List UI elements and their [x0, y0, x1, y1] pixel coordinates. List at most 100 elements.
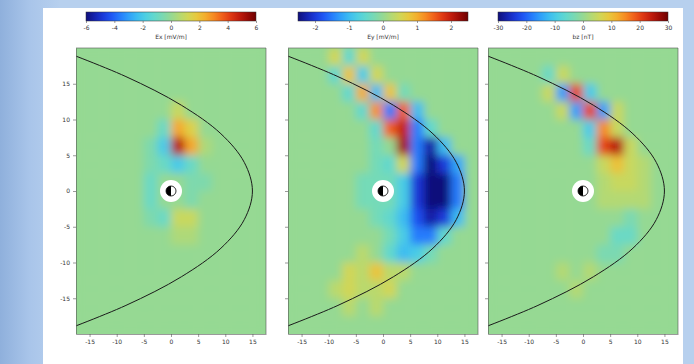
- heatmap-cell: [157, 120, 171, 138]
- tick: -20: [522, 21, 532, 31]
- heatmap-cell: [212, 120, 226, 138]
- tick-mark: [73, 298, 76, 299]
- tick-mark: [315, 21, 316, 23]
- heatmap-cell: [342, 84, 356, 102]
- tick-label: 5: [409, 338, 413, 345]
- heatmap-cell: [424, 84, 438, 102]
- heatmap-cell: [556, 120, 570, 138]
- heatmap-cell: [130, 102, 144, 120]
- heatmap-cell: [664, 245, 678, 263]
- tick: 5: [609, 334, 613, 345]
- heatmap-cell: [225, 155, 239, 173]
- heatmap-cell: [144, 66, 158, 84]
- frame: [478, 48, 479, 334]
- heatmap-cell: [369, 245, 383, 263]
- heatmap-cell: [342, 209, 356, 227]
- heatmap-cell: [90, 209, 104, 227]
- heatmap-cell: [288, 209, 302, 227]
- heatmap-cell: [342, 245, 356, 263]
- heatmap-cell: [117, 48, 131, 66]
- heatmap-cell: [583, 155, 597, 173]
- heatmap-cell: [583, 48, 597, 66]
- tick-mark: [73, 227, 76, 228]
- heatmap-cell: [252, 191, 266, 209]
- x-axis: -15-10-5051015: [77, 334, 267, 345]
- heatmap-cell: [329, 280, 343, 298]
- heatmap-cell: [185, 48, 199, 66]
- heatmap-cell: [637, 280, 651, 298]
- heatmap-cell: [515, 191, 529, 209]
- tick-label: -30: [494, 24, 504, 31]
- heatmap-cell: [185, 280, 199, 298]
- heatmap-cell: [90, 84, 104, 102]
- tick-label: 4: [226, 24, 230, 31]
- heatmap-cell: [383, 227, 397, 245]
- heatmap-cell: [117, 280, 131, 298]
- tick: [285, 155, 288, 156]
- tick-mark: [73, 84, 76, 85]
- heatmap-cell: [144, 227, 158, 245]
- heatmap-cell: [130, 120, 144, 138]
- heatmap-cell: [464, 84, 478, 102]
- heatmap-cell: [329, 84, 343, 102]
- tick-label: -5: [553, 338, 559, 345]
- axis-line: [76, 49, 77, 335]
- heatmap-cell: [103, 66, 117, 84]
- heatmap-cell: [464, 173, 478, 191]
- heatmap-cell: [424, 155, 438, 173]
- heatmap-cell: [225, 209, 239, 227]
- heatmap-cell: [117, 84, 131, 102]
- heatmap-cell: [185, 209, 199, 227]
- heatmap-cell: [342, 227, 356, 245]
- heatmap-cell: [212, 137, 226, 155]
- heatmap-cell: [597, 120, 611, 138]
- heatmap-cell: [624, 316, 638, 334]
- tick-label: -10: [324, 338, 334, 345]
- tick-label: -10: [524, 338, 534, 345]
- tick-mark: [485, 191, 488, 192]
- tick-mark: [526, 21, 527, 23]
- heatmap-cell: [556, 298, 570, 316]
- heatmap-cell: [198, 263, 212, 281]
- heatmap-cell: [252, 120, 266, 138]
- tick-label: 0: [382, 24, 386, 31]
- earth-icon: [372, 180, 394, 202]
- heatmap-cell: [437, 298, 451, 316]
- heatmap-cell: [424, 263, 438, 281]
- heatmap-cell: [556, 227, 570, 245]
- heatmap-cell: [225, 191, 239, 209]
- heatmap-cell: [90, 280, 104, 298]
- heatmap-cell: [76, 84, 90, 102]
- heatmap-cell: [529, 84, 543, 102]
- heatmap-cell: [397, 155, 411, 173]
- heatmap-cell: [542, 120, 556, 138]
- tick-label: -20: [522, 24, 532, 31]
- tick: 15: [249, 334, 257, 345]
- tick: -10: [112, 334, 122, 345]
- heatmap-cell: [451, 66, 465, 84]
- axis-line: [288, 49, 289, 335]
- tick-mark: [225, 334, 226, 337]
- heatmap-cell: [356, 316, 370, 334]
- tick: 1: [416, 21, 420, 31]
- heatmap-cell: [542, 298, 556, 316]
- heatmap-cell: [171, 137, 185, 155]
- heatmap-cell: [569, 137, 583, 155]
- heatmap-cell: [410, 120, 424, 138]
- heatmap-cell: [356, 66, 370, 84]
- heatmap-cell: [198, 298, 212, 316]
- tick-label: 5: [197, 338, 201, 345]
- heatmap-cell: [356, 102, 370, 120]
- heatmap-cell: [239, 227, 253, 245]
- heatmap-cell: [329, 227, 343, 245]
- heatmap-cell: [198, 84, 212, 102]
- tick: 0: [582, 21, 586, 31]
- colorbar: [298, 12, 468, 21]
- tick-label: 2: [198, 24, 202, 31]
- heatmap-cell: [437, 120, 451, 138]
- heatmap-cell: [76, 245, 90, 263]
- heatmap-cell: [515, 120, 529, 138]
- heatmap-cell: [212, 280, 226, 298]
- heatmap-cell: [76, 191, 90, 209]
- heatmap-cell: [288, 66, 302, 84]
